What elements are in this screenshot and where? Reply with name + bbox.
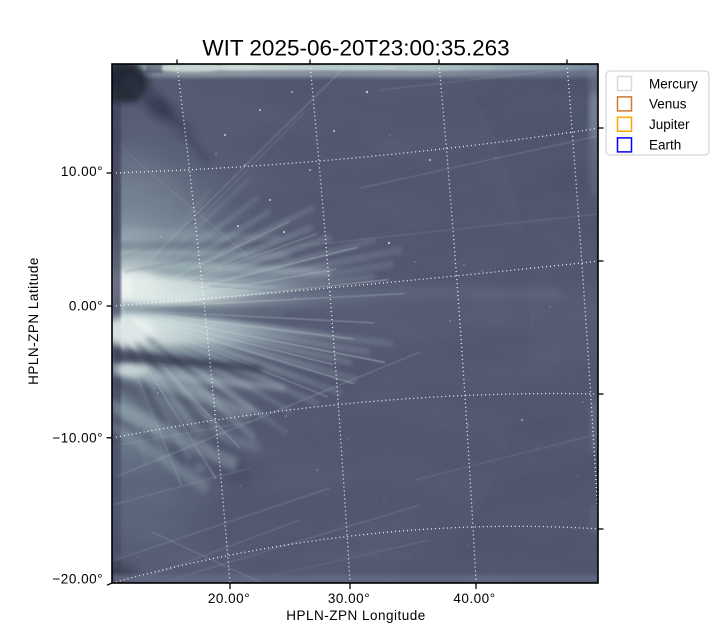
svg-text:Mercury: Mercury xyxy=(649,76,698,91)
svg-text:30.00°: 30.00° xyxy=(328,591,370,606)
svg-text:WIT 2025-06-20T23:00:35.263: WIT 2025-06-20T23:00:35.263 xyxy=(202,36,509,61)
svg-text:40.00°: 40.00° xyxy=(453,591,495,606)
svg-text:Venus: Venus xyxy=(649,97,687,112)
svg-text:10.00°: 10.00° xyxy=(61,164,103,179)
svg-text:20.00°: 20.00° xyxy=(208,591,250,606)
svg-text:−20.00°: −20.00° xyxy=(52,572,103,587)
svg-text:HPLN-ZPN Latitude: HPLN-ZPN Latitude xyxy=(26,257,41,385)
svg-text:Jupiter: Jupiter xyxy=(649,117,690,132)
svg-text:0.00°: 0.00° xyxy=(69,299,103,314)
svg-text:−10.00°: −10.00° xyxy=(52,430,103,445)
svg-text:HPLN-ZPN Longitude: HPLN-ZPN Longitude xyxy=(286,608,426,623)
svg-text:Earth: Earth xyxy=(649,138,681,153)
